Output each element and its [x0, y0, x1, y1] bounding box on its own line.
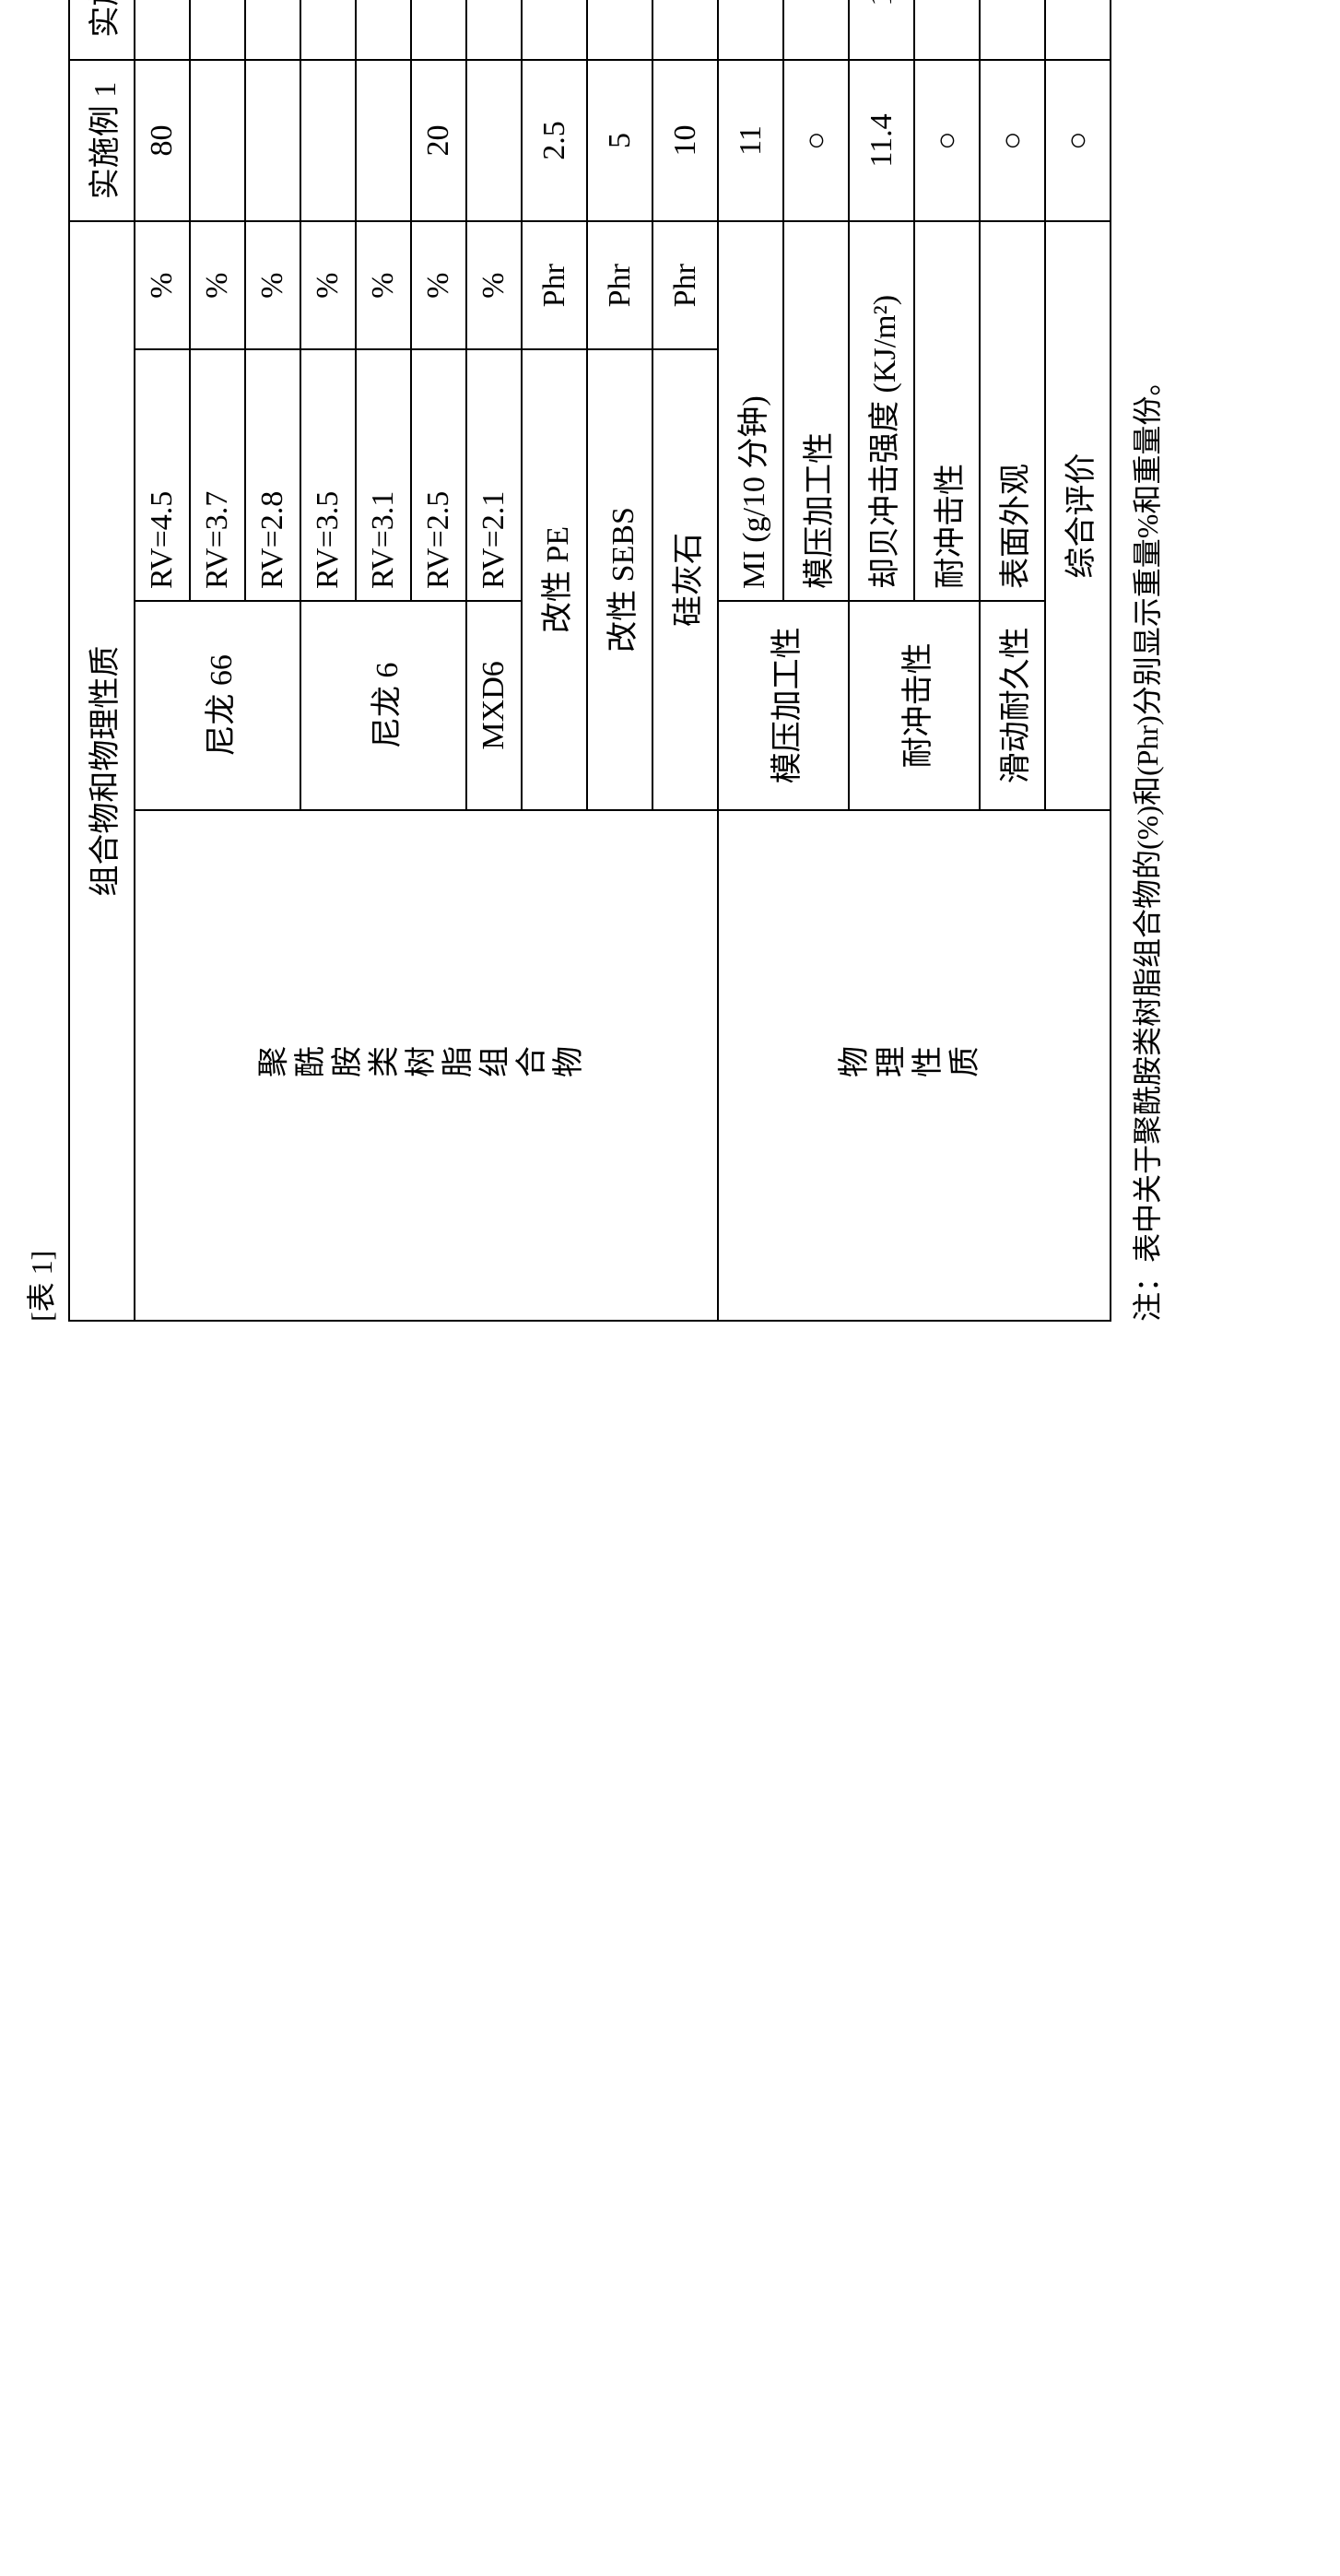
cell: ○	[1045, 0, 1111, 60]
label-sebs: 改性 SEBS	[587, 349, 652, 810]
cell: ○	[783, 60, 849, 222]
label-rv31: RV=3.1	[356, 349, 411, 601]
cell: ○	[914, 0, 980, 60]
group-props: 物理性质	[718, 810, 1111, 1321]
cell: 10	[652, 0, 718, 60]
cell	[135, 0, 190, 60]
cell: ○	[980, 0, 1045, 60]
cell: 5	[587, 0, 652, 60]
label-surface: 表面外观	[980, 221, 1045, 601]
cell: 20	[411, 60, 466, 222]
label-n6: 尼龙 6	[300, 601, 466, 810]
cell: 20	[411, 0, 466, 60]
label-mi: MI (g/10 分钟)	[718, 221, 783, 601]
cell	[466, 60, 522, 222]
label-rv35: RV=3.5	[300, 349, 356, 601]
cell: 10.5	[849, 0, 914, 60]
cell	[190, 60, 245, 222]
unit-pct: %	[245, 221, 300, 349]
label-rv45: RV=4.5	[135, 349, 190, 601]
unit-phr: Phr	[587, 221, 652, 349]
label-rv28: RV=2.8	[245, 349, 300, 601]
cell: ○	[914, 60, 980, 222]
cell: 2.5	[522, 60, 587, 222]
header-row: 组合物和物理性质 实施例 1 实施例 2 实施例 3 实施例 4 实施例 5 实…	[69, 0, 135, 1321]
cell: ○	[1045, 60, 1111, 222]
cell: 11.4	[849, 60, 914, 222]
header-ex1: 实施例 1	[69, 60, 135, 222]
label-mxd6: MXD6	[466, 601, 522, 810]
cell: 80	[135, 60, 190, 222]
row-n66-rv45: 聚酰胺类树脂组合物 尼龙 66 RV=4.5 % 80 80 60 60 80 …	[135, 0, 190, 1321]
unit-phr: Phr	[652, 221, 718, 349]
unit-pct: %	[356, 221, 411, 349]
data-table: 组合物和物理性质 实施例 1 实施例 2 实施例 3 实施例 4 实施例 5 实…	[68, 0, 1111, 1322]
cell	[356, 0, 411, 60]
cell	[245, 0, 300, 60]
group-resin: 聚酰胺类树脂组合物	[135, 810, 718, 1321]
cell: 10	[652, 60, 718, 222]
label-n66: 尼龙 66	[135, 601, 300, 810]
cell: 12	[718, 0, 783, 60]
label-impact: 耐冲击性	[849, 601, 980, 810]
unit-pct: %	[300, 221, 356, 349]
label-rv37: RV=3.7	[190, 349, 245, 601]
table-label: [表 1]	[18, 0, 61, 1322]
cell	[300, 0, 356, 60]
label-pe: 改性 PE	[522, 349, 587, 810]
label-mold: 模压加工性	[718, 601, 849, 810]
cell: 11	[718, 60, 783, 222]
unit-pct: %	[466, 221, 522, 349]
row-mi: 物理性质 模压加工性 MI (g/10 分钟) 11 12 9.5 12 19 …	[718, 0, 783, 1321]
label-slide: 滑动耐久性	[980, 601, 1045, 810]
cell	[245, 60, 300, 222]
header-ex2: 实施例 2	[69, 0, 135, 60]
header-composition: 组合物和物理性质	[69, 221, 135, 1321]
label-impact-eval: 耐冲击性	[914, 221, 980, 601]
cell	[356, 60, 411, 222]
cell: ○	[980, 60, 1045, 222]
label-overall: 综合评价	[1045, 221, 1111, 810]
unit-pct: %	[135, 221, 190, 349]
unit-phr: Phr	[522, 221, 587, 349]
label-rv25: RV=2.5	[411, 349, 466, 601]
unit-pct: %	[411, 221, 466, 349]
cell	[300, 60, 356, 222]
unit-pct: %	[190, 221, 245, 349]
cell	[466, 0, 522, 60]
label-mold-eval: 模压加工性	[783, 221, 849, 601]
label-charpy: 却贝冲击强度 (KJ/m²)	[849, 221, 914, 601]
footnote: 注：表中关于聚酰胺类树脂组合物的(%)和(Phr)分别显示重量%和重量份。	[1124, 0, 1167, 1322]
label-wollastonite: 硅灰石	[652, 349, 718, 810]
cell: 80	[190, 0, 245, 60]
cell: 2.5	[522, 0, 587, 60]
cell: ○	[783, 0, 849, 60]
cell: 5	[587, 60, 652, 222]
label-rv21: RV=2.1	[466, 349, 522, 601]
